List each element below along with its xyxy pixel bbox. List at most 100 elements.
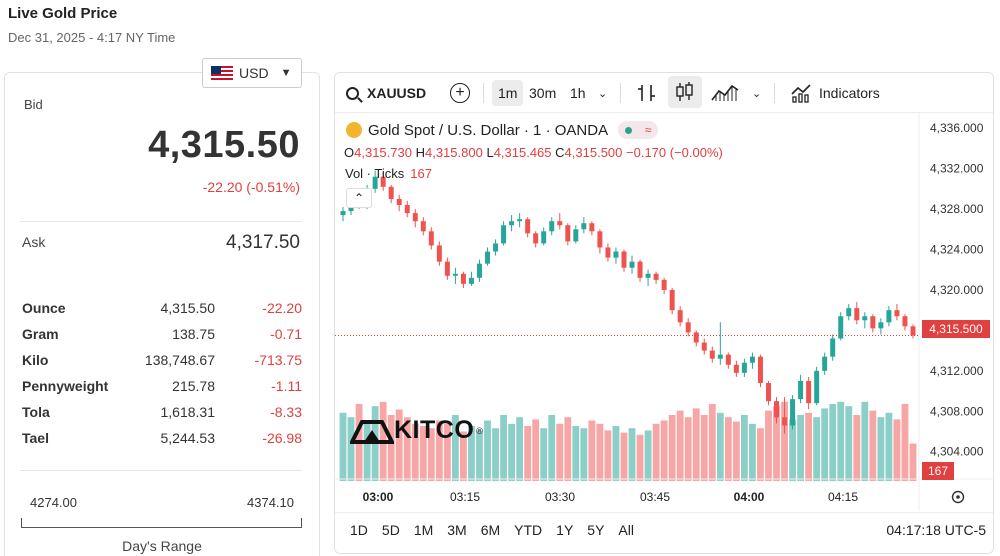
collapse-legend-button[interactable]: ⌃ xyxy=(346,188,372,208)
volume-bar xyxy=(411,423,419,481)
candle xyxy=(725,354,731,365)
candle xyxy=(701,342,707,351)
candle xyxy=(677,310,683,323)
period-all[interactable]: All xyxy=(618,522,634,538)
indicators-icon xyxy=(791,84,811,103)
volume-bar xyxy=(781,401,788,481)
interval-1m[interactable]: 1m xyxy=(492,80,524,106)
period-1d[interactable]: 1D xyxy=(350,522,368,538)
volume-bar xyxy=(869,410,877,481)
candle xyxy=(340,211,346,216)
y-tick-label: 4,336.000 xyxy=(930,121,984,135)
candle xyxy=(894,310,900,317)
volume-bar xyxy=(644,430,652,481)
chevron-down-icon: ⌄ xyxy=(598,87,608,100)
candle xyxy=(653,273,659,280)
unit-value: 215.78 xyxy=(172,378,215,394)
candle xyxy=(597,231,603,248)
low-label: L xyxy=(486,145,494,160)
volume-bar xyxy=(877,417,885,481)
currency-label: USD xyxy=(239,65,269,81)
ohlc-readout: O4,315.730 H4,315.800 L4,315.465 C4,315.… xyxy=(344,145,723,160)
candle xyxy=(613,251,619,258)
candle xyxy=(557,221,563,226)
period-1m[interactable]: 1M xyxy=(413,522,434,538)
interval-1h[interactable]: 1h xyxy=(570,85,586,101)
candle xyxy=(573,229,579,242)
unit-name: Gram xyxy=(22,326,59,342)
volume-bar xyxy=(797,415,805,481)
volume-bar xyxy=(789,419,796,481)
volume-bar xyxy=(805,412,813,481)
unit-row: Gram 138.75 -0.71 xyxy=(22,326,302,346)
candle xyxy=(533,233,539,244)
price-chart[interactable]: 4,336.000 4,332.000 4,328.000 4,324.000 4,32… xyxy=(335,113,993,511)
candle xyxy=(412,213,418,222)
candle xyxy=(854,308,860,321)
candle-chart-type-button[interactable] xyxy=(668,76,702,108)
chevron-up-icon: ⌃ xyxy=(353,191,365,205)
period-3m[interactable]: 3M xyxy=(447,522,467,538)
candle xyxy=(757,356,763,383)
page-title: Live Gold Price xyxy=(8,5,118,22)
candle xyxy=(388,186,394,199)
volume-bar xyxy=(395,409,403,481)
volume-bar xyxy=(460,431,467,481)
high-label: H xyxy=(415,145,425,160)
market-status-badge[interactable]: ≈ xyxy=(618,121,659,139)
x-tick-label: 03:00 xyxy=(363,490,394,504)
period-ytd[interactable]: YTD xyxy=(514,522,543,538)
candle xyxy=(420,221,426,232)
divider xyxy=(774,83,775,103)
period-5d[interactable]: 5D xyxy=(381,522,400,538)
current-volume-tag: 167 xyxy=(922,462,954,480)
bar-chart-type-icon[interactable] xyxy=(636,80,658,106)
volume-bar xyxy=(387,415,395,481)
volume-bar xyxy=(468,426,475,481)
period-5y[interactable]: 5Y xyxy=(587,522,605,538)
range-high: 4374.10 xyxy=(247,495,294,510)
volume-bar xyxy=(684,417,692,481)
x-tick-label: 03:45 xyxy=(640,490,670,504)
change-value: −0.170 (−0.00%) xyxy=(626,145,723,160)
interval-dropdown[interactable]: ⌄ xyxy=(598,80,607,106)
volume-bar xyxy=(572,426,580,481)
volume-bar xyxy=(909,443,917,481)
candle xyxy=(565,225,571,242)
volume-bar xyxy=(419,426,427,481)
candle xyxy=(774,401,780,418)
chart-clock[interactable]: 04:17:18 UTC-5 xyxy=(886,522,986,538)
volume-bar xyxy=(716,412,724,481)
chart-panel xyxy=(334,72,994,554)
divider xyxy=(620,83,621,103)
candle xyxy=(621,251,627,268)
chart-type-dropdown[interactable]: ⌄ xyxy=(752,80,761,106)
volume-bar xyxy=(773,406,780,481)
volume-bar xyxy=(861,401,869,481)
day-range-bar xyxy=(21,518,302,528)
volume-bar xyxy=(443,423,451,481)
settings-gear-icon[interactable] xyxy=(951,490,965,504)
close-value: 4,315.500 xyxy=(564,145,623,160)
candle xyxy=(798,380,804,400)
volume-bar xyxy=(845,406,853,481)
candle xyxy=(493,243,499,252)
legend-title-text: Gold Spot / U.S. Dollar · 1 · OANDA xyxy=(368,121,609,139)
compare-symbol-button[interactable]: + xyxy=(450,83,470,103)
unit-row: Tola 1,618.31 -8.33 xyxy=(22,404,302,424)
period-1y[interactable]: 1Y xyxy=(556,522,574,538)
interval-30m[interactable]: 30m xyxy=(529,85,557,101)
volume-bar xyxy=(580,428,588,481)
area-chart-type-icon[interactable] xyxy=(710,80,740,106)
divider xyxy=(483,83,484,103)
indicators-button[interactable]: Indicators xyxy=(790,80,880,106)
candle xyxy=(878,322,884,329)
currency-select[interactable]: USD ▼ xyxy=(202,58,302,88)
unit-change: -26.98 xyxy=(262,430,302,446)
unit-change: -0.71 xyxy=(270,326,302,342)
unit-value: 4,315.50 xyxy=(160,300,216,316)
symbol-search[interactable]: XAUUSD xyxy=(346,80,426,106)
unit-name: Tael xyxy=(22,430,49,446)
volume-bar xyxy=(612,426,620,481)
period-6m[interactable]: 6M xyxy=(480,522,501,538)
